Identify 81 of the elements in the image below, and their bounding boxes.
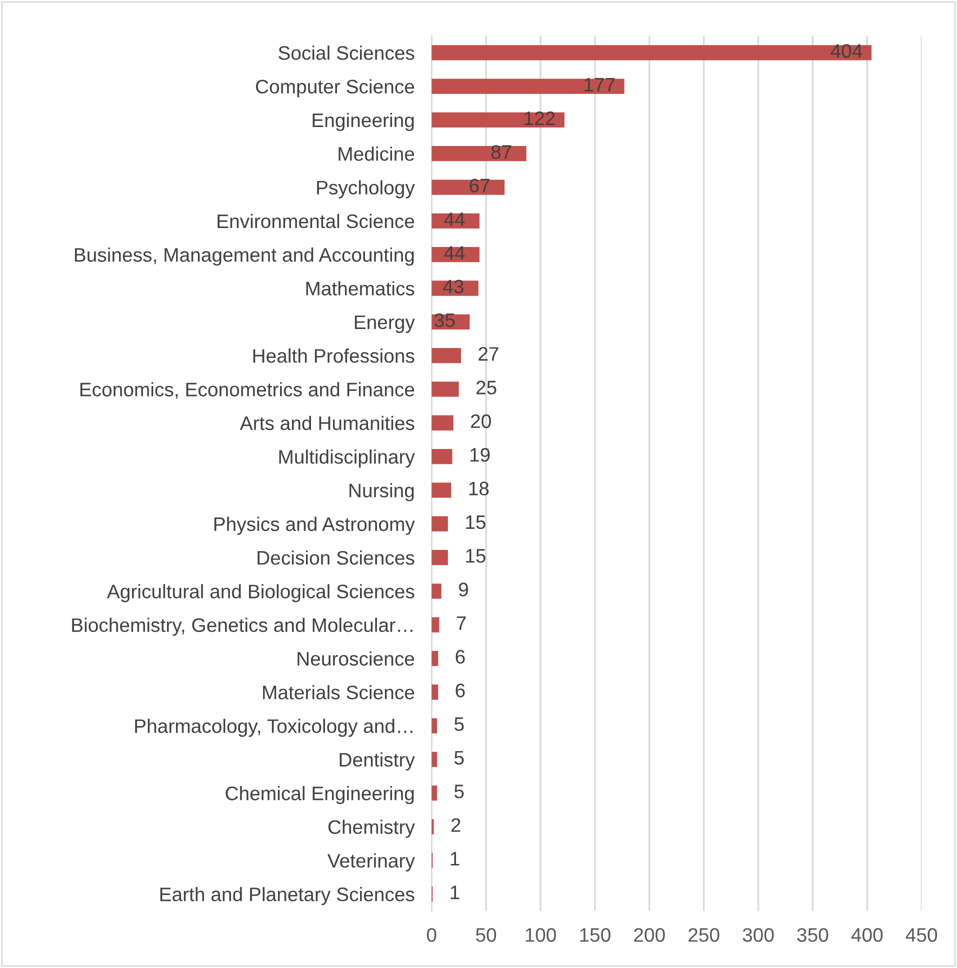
y-tick-label: Decision Sciences — [258, 550, 414, 565]
y-tick-label: Veterinary — [327, 853, 415, 872]
y-tick-label: Pharmacology, Toxicology and… — [135, 718, 412, 737]
bar — [432, 752, 438, 768]
y-tick-label: Economics, Econometrics and Finance — [80, 382, 414, 399]
y-tick-label: Environmental Science — [218, 214, 414, 228]
y-tick-label: Biochemistry, Genetics and Molecular… — [72, 618, 412, 636]
y-tick-label: Engineering — [312, 112, 414, 132]
data-label: 122 — [524, 111, 555, 125]
y-tick-label: Mathematics — [306, 281, 414, 296]
bar — [432, 718, 438, 734]
data-label: 15 — [466, 549, 486, 563]
y-tick-label: Agricultural and Biological Sciences — [106, 584, 414, 602]
data-label: 35 — [434, 313, 455, 328]
y-tick-label: Physics and Astronomy — [214, 516, 415, 535]
x-tick-label: 350 — [797, 928, 828, 942]
data-label: 5 — [454, 717, 464, 731]
x-tick-label: 50 — [476, 928, 496, 942]
y-tick-label: Computer Science — [256, 79, 414, 98]
y-tick-label: Earth and Planetary Sciences — [160, 887, 414, 906]
data-label: 6 — [456, 650, 465, 664]
data-label: 27 — [478, 347, 498, 361]
y-tick-label: Chemical Engineering — [226, 786, 414, 804]
data-label: 19 — [470, 448, 490, 462]
data-label: 43 — [443, 280, 464, 294]
y-tick-label: Multidisciplinary — [279, 449, 415, 468]
data-label: 5 — [454, 751, 464, 765]
x-tick-label: 450 — [906, 928, 938, 942]
y-tick-label: Social Sciences — [278, 46, 414, 60]
bar — [432, 112, 564, 128]
x-tick-label: 100 — [526, 928, 556, 942]
x-tick-label: 0 — [426, 928, 436, 942]
x-tick-label: 200 — [634, 928, 665, 942]
y-tick-label: Medicine — [338, 146, 414, 161]
bar — [432, 650, 438, 666]
bar — [432, 584, 442, 599]
bar — [432, 45, 872, 60]
x-tick-label: 150 — [580, 928, 610, 942]
x-tick-label: 300 — [742, 928, 774, 942]
y-tick-label: Health Professions — [253, 348, 414, 363]
data-label: 15 — [466, 515, 486, 530]
data-label: 6 — [456, 684, 465, 698]
data-label: 5 — [454, 784, 464, 798]
y-tick-label: Materials Science — [263, 685, 414, 700]
data-label: 44 — [444, 212, 465, 226]
bar — [432, 684, 438, 700]
data-label: 7 — [456, 616, 466, 630]
bar — [432, 78, 624, 94]
data-label: 404 — [830, 44, 862, 58]
bar — [432, 482, 452, 498]
data-label: 87 — [491, 145, 512, 159]
data-label: 1 — [450, 886, 460, 900]
y-tick-label: Business, Management and Accounting — [74, 248, 414, 266]
y-tick-label: Nursing — [350, 483, 414, 502]
bar — [432, 415, 454, 430]
x-tick-label: 250 — [688, 928, 720, 942]
x-tick-label: 400 — [851, 928, 883, 942]
data-label: 25 — [476, 380, 496, 394]
data-label: 9 — [458, 582, 468, 596]
data-label: 177 — [584, 78, 615, 92]
bar — [432, 348, 462, 364]
bar — [432, 448, 452, 464]
data-label: 67 — [470, 178, 490, 192]
data-label: 2 — [451, 818, 460, 832]
bar — [432, 180, 505, 195]
bar — [432, 516, 448, 532]
bar — [432, 146, 526, 162]
bar — [432, 550, 448, 566]
y-tick-label: Neuroscience — [298, 651, 414, 666]
data-label: 44 — [444, 246, 465, 260]
bar — [432, 786, 438, 801]
y-tick-label: Energy — [354, 316, 415, 333]
y-tick-label: Dentistry — [340, 752, 415, 771]
y-tick-label: Arts and Humanities — [240, 416, 414, 430]
y-tick-label: Chemistry — [328, 820, 415, 838]
y-tick-label: Psychology — [317, 180, 415, 198]
bar — [432, 617, 440, 632]
bar — [432, 382, 459, 397]
data-label: 20 — [471, 414, 491, 428]
data-label: 1 — [450, 852, 460, 866]
data-label: 18 — [469, 482, 489, 496]
